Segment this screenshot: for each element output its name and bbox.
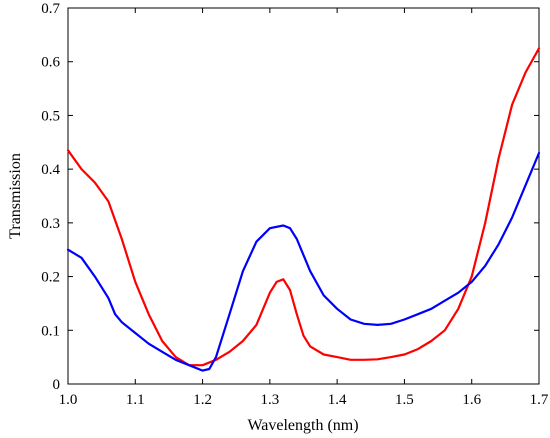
x-tick-label: 1.5 xyxy=(395,392,414,408)
y-tick-label: 0.3 xyxy=(41,216,60,232)
axis-ticks xyxy=(67,7,540,385)
x-tick-label: 1.2 xyxy=(193,392,212,408)
x-axis-title: Wavelength (nm) xyxy=(247,417,358,434)
x-tick-label: 1.7 xyxy=(530,392,549,408)
x-tick-label: 1.1 xyxy=(126,392,145,408)
x-tick-labels: 1.0 1.1 1.2 1.3 1.4 1.5 1.6 1.7 xyxy=(59,392,549,408)
y-tick-label: 0.2 xyxy=(41,270,60,286)
plot-area xyxy=(67,7,540,385)
x-tick-label: 1.6 xyxy=(462,392,481,408)
x-tick-label: 1.4 xyxy=(328,392,347,408)
series-line-2 xyxy=(66,151,541,372)
y-tick-label: 0.4 xyxy=(41,162,60,178)
y-tick-label: 0 xyxy=(53,377,61,393)
y-tick-label: 0.6 xyxy=(41,55,60,71)
x-tick-label: 1.0 xyxy=(59,392,78,408)
x-tick-label: 1.3 xyxy=(260,392,279,408)
y-tick-labels: 0 0.1 0.2 0.3 0.4 0.5 0.6 0.7 xyxy=(41,1,60,393)
y-tick-label: 0.5 xyxy=(41,108,60,124)
series-lines xyxy=(66,47,541,372)
y-tick-label: 0.7 xyxy=(41,1,60,17)
y-tick-label: 0.1 xyxy=(41,323,60,339)
y-axis-title: Transmission xyxy=(7,153,24,239)
series-line-1 xyxy=(66,47,541,367)
